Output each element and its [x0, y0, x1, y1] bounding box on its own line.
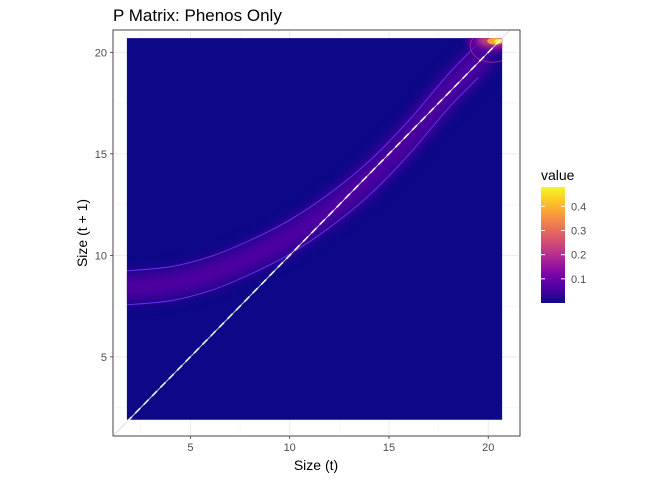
- x-tick-label: 15: [383, 442, 395, 454]
- identity-reference-line: [112, 29, 511, 437]
- y-tick-label: 5: [101, 352, 107, 364]
- legend-tick-label: 0.3: [571, 226, 586, 238]
- y-axis: 5 10 15 20: [95, 47, 113, 364]
- legend: value 0.1 0.2 0.3 0.4: [541, 167, 586, 303]
- ridge-contour-lower: [126, 77, 479, 306]
- x-tick-label: 10: [284, 442, 296, 454]
- y-tick-label: 15: [95, 149, 107, 161]
- legend-colorbar: [541, 187, 565, 303]
- hotspot-contour: [469, 38, 503, 63]
- x-tick-label: 20: [482, 442, 494, 454]
- legend-tick-label: 0.4: [571, 201, 586, 213]
- plot-border: [112, 29, 521, 437]
- legend-title: value: [541, 167, 575, 183]
- ridge-contour-upper: [126, 43, 479, 272]
- identity-dashed-line: [126, 37, 503, 423]
- legend-ticks: 0.1 0.2 0.3 0.4: [541, 201, 586, 286]
- ridge-core: [126, 51, 488, 297]
- y-axis-label: Size (t + 1): [74, 199, 90, 267]
- y-tick-label: 10: [95, 250, 107, 262]
- legend-tick-label: 0.1: [571, 274, 586, 286]
- x-axis-label: Size (t): [294, 457, 338, 473]
- y-tick-label: 20: [95, 47, 107, 59]
- legend-tick-label: 0.2: [571, 250, 586, 262]
- chart-title: P Matrix: Phenos Only: [113, 6, 282, 25]
- x-axis: 5 10 15 20: [187, 436, 494, 454]
- x-tick-label: 5: [187, 442, 193, 454]
